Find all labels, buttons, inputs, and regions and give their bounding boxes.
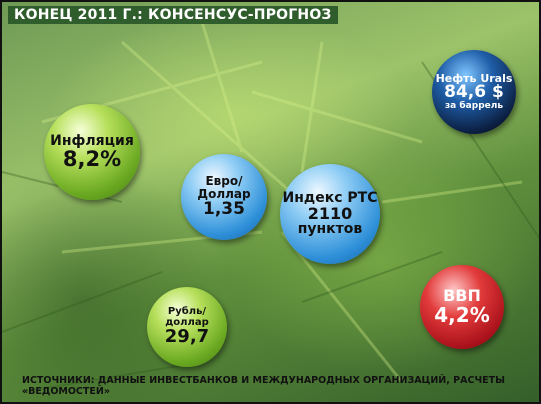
bubble: ВВП 4,2% — [420, 265, 504, 349]
bubble-value: 84,6 $ — [444, 82, 504, 103]
source-note: ИСТОЧНИКИ: ДАННЫЕ ИНВЕСТБАНКОВ И МЕЖДУНА… — [22, 375, 505, 397]
bubble: Рубль/доллар 29,7 — [147, 287, 227, 367]
bubble-value: 8,2% — [62, 147, 122, 172]
bubble-label: Рубль/доллар — [165, 306, 209, 328]
bubble-label: Евро/Доллар — [197, 174, 251, 202]
bubble: Индекс РТС 2110 пунктов — [280, 164, 380, 264]
bubble-value: 4,2% — [434, 302, 490, 327]
bubble-label: Индекс РТС — [282, 189, 378, 206]
bubble-label: Нефть Urals — [435, 71, 513, 85]
bubble: Нефть Urals 84,6 $ за баррель — [432, 50, 516, 134]
title: КОНЕЦ 2011 Г.: КОНСЕНСУС-ПРОГНОЗ — [8, 6, 338, 24]
bubble-value: 1,35 — [203, 198, 245, 219]
bubble-unit: пунктов — [297, 221, 363, 238]
bubble-unit: за баррель — [444, 100, 504, 111]
bubble-value: 29,7 — [164, 326, 210, 348]
bubble-label: Инфляция — [50, 132, 134, 149]
bubble-label: ВВП — [443, 286, 481, 306]
bubble-value: 2110 — [307, 203, 353, 223]
bubble: Инфляция 8,2% — [44, 104, 140, 200]
bubble: Евро/Доллар 1,35 — [181, 154, 267, 240]
